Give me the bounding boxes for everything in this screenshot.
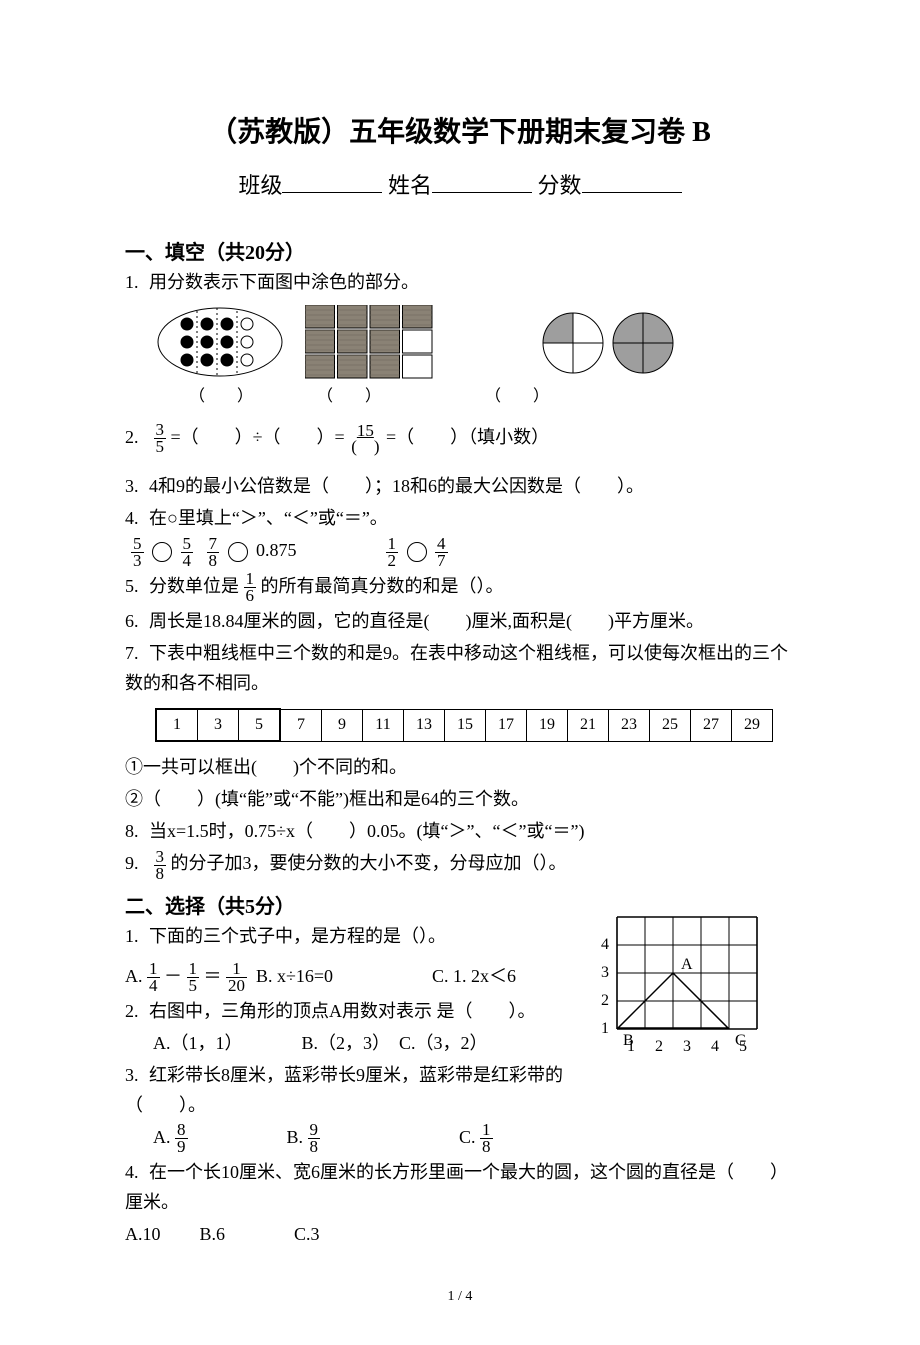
q4: 4.在○里填上“＞”、“＜”或“＝”。 [125, 503, 795, 533]
q7-sub2: ②（ ）(填“能”或“不能”)框出和是64的三个数。 [125, 784, 795, 814]
q2-mid: =（ ）÷（ ）= [171, 427, 345, 447]
q1-paren-b: （ ） [317, 382, 381, 406]
s2q3-text: 红彩带长8厘米，蓝彩带长9厘米，蓝彩带是红彩带的（ ）。 [125, 1065, 563, 1115]
compare-circle-icon[interactable] [228, 542, 248, 562]
q9: 9. 38 的分子加3，要使分数的大小不变，分母应加（）。 [125, 848, 795, 881]
s2q3: 3.红彩带长8厘米，蓝彩带长9厘米，蓝彩带是红彩带的（ ）。 [125, 1060, 795, 1120]
q1-oval [155, 305, 285, 380]
svg-text:4: 4 [711, 1038, 719, 1055]
label-name: 姓名 [388, 173, 432, 198]
q7-cell: 7 [280, 709, 322, 741]
q1-paren-c: （ ） [485, 382, 549, 406]
q3-text: 4和9的最小公倍数是（ ）；18和6的最大公因数是（ ）。 [149, 476, 644, 496]
s2q4: 4.在一个长10厘米、宽6厘米的长方形里画一个最大的圆，这个圆的直径是（ ）厘米… [125, 1157, 795, 1217]
q1-bars [305, 305, 435, 380]
q2-frac2: 15( ) [349, 423, 381, 455]
q7-cell: 19 [527, 709, 568, 741]
s2q2-text: 右图中，三角形的顶点A用数对表示 是（ ）。 [149, 1001, 536, 1021]
q4b-tail: 0.875 [256, 540, 297, 560]
s2q1-B: B. x÷16=0 [256, 966, 333, 986]
blank-score[interactable] [582, 174, 682, 193]
q7-cell: 13 [404, 709, 445, 741]
blank-name[interactable] [432, 174, 532, 193]
q1-text: 用分数表示下面图中涂色的部分。 [149, 272, 419, 292]
q7-cell: 17 [486, 709, 527, 741]
s2q3-choices: A. 89 B. 98 C. 18 [153, 1122, 795, 1155]
q7-cell: 21 [568, 709, 609, 741]
compare-circle-icon[interactable] [152, 542, 172, 562]
q7-cell: 27 [691, 709, 732, 741]
svg-text:2: 2 [601, 992, 609, 1009]
s2q2-C: C.（3，2） [399, 1033, 488, 1053]
q7: 7.下表中粗线框中三个数的和是9。在表中移动这个粗线框，可以使每次框出的三个数的… [125, 638, 795, 698]
label-score: 分数 [538, 173, 582, 198]
q4-row: 53 54 78 0.875 12 47 [131, 535, 795, 568]
section1-head: 一、填空（共20分） [125, 236, 795, 265]
svg-text:3: 3 [683, 1038, 691, 1055]
q7-pre: 下表中粗线框中三个数的和是9。在表中移动这个粗线框，可以使每次框出的三个数的和各… [125, 643, 788, 693]
q5: 5.分数单位是 16 的所有最简真分数的和是（）。 [125, 571, 795, 604]
q5-pre: 分数单位是 [149, 576, 239, 596]
q1: 1.用分数表示下面图中涂色的部分。 [125, 267, 795, 297]
q7-cell: 15 [445, 709, 486, 741]
s2q2-grid: ABC123412345 [585, 899, 785, 1069]
q2-tail: =（ ）（填小数） [386, 427, 549, 447]
q7-sub1: ①一共可以框出( )个不同的和。 [125, 752, 795, 782]
q6-text: 周长是18.84厘米的圆，它的直径是( )厘米,面积是( )平方厘米。 [149, 611, 704, 631]
svg-text:4: 4 [601, 936, 609, 953]
s2q4-B: B.6 [200, 1224, 226, 1244]
q2-frac1: 35 [154, 422, 167, 455]
svg-text:5: 5 [739, 1038, 747, 1055]
blank-class[interactable] [282, 174, 382, 193]
svg-text:1: 1 [601, 1020, 609, 1037]
s2q4-A: A.10 [125, 1224, 161, 1244]
s2q1-C: C. 1. 2x＜6 [432, 966, 516, 986]
s2q4-choices: A.10 B.6 C.3 [125, 1219, 795, 1249]
q5-post: 的所有最简真分数的和是（）。 [261, 576, 504, 596]
svg-text:2: 2 [655, 1038, 663, 1055]
s2q4-text: 在一个长10厘米、宽6厘米的长方形里画一个最大的圆，这个圆的直径是（ ）厘米。 [125, 1162, 788, 1212]
page-footer: 1 / 4 [125, 1289, 795, 1305]
q1-labels: （ ） （ ） （ ） [189, 382, 795, 406]
s2q1-A-label: A. [125, 966, 143, 986]
q1-circles [535, 305, 685, 380]
q7-cell: 3 [198, 709, 239, 741]
label-class: 班级 [238, 173, 282, 198]
q7-cell: 5 [239, 709, 281, 741]
compare-circle-icon[interactable] [407, 542, 427, 562]
s2q4-C: C.3 [294, 1224, 320, 1244]
page-title: （苏教版）五年级数学下册期末复习卷 B [125, 110, 795, 150]
q7-cell: 1 [156, 709, 198, 741]
q7-table: 1357911131517192123252729 [155, 708, 773, 742]
q7-cell: 25 [650, 709, 691, 741]
q1-figures [155, 305, 795, 380]
q7-cell: 11 [363, 709, 404, 741]
q9-tail: 的分子加3，要使分数的大小不变，分母应加（）。 [171, 853, 567, 873]
s2q1-text: 下面的三个式子中，是方程的是（）。 [149, 926, 446, 946]
q7-cell: 29 [732, 709, 773, 741]
q7-cell: 23 [609, 709, 650, 741]
s2q2-B: B.（2，3） [302, 1033, 391, 1053]
q3: 3.4和9的最小公倍数是（ ）；18和6的最大公因数是（ ）。 [125, 471, 795, 501]
q7-cell: 9 [322, 709, 363, 741]
header-blanks: 班级 姓名 分数 [125, 168, 795, 200]
svg-text:1: 1 [627, 1038, 635, 1055]
svg-text:3: 3 [601, 964, 609, 981]
q2: 2. 35 =（ ）÷（ ）= 15( ) =（ ）（填小数） [125, 422, 795, 455]
q8: 8.当x=1.5时，0.75÷x（ ）0.05。(填“＞”、“＜”或“＝”) [125, 816, 795, 846]
svg-text:A: A [681, 956, 693, 973]
s2q2-A: A.（1，1） [153, 1033, 243, 1053]
q1-paren-a: （ ） [189, 382, 253, 406]
q8-text: 当x=1.5时，0.75÷x（ ）0.05。(填“＞”、“＜”或“＝”) [149, 821, 584, 841]
q6: 6.周长是18.84厘米的圆，它的直径是( )厘米,面积是( )平方厘米。 [125, 606, 795, 636]
q4-head: 在○里填上“＞”、“＜”或“＝”。 [149, 508, 388, 528]
